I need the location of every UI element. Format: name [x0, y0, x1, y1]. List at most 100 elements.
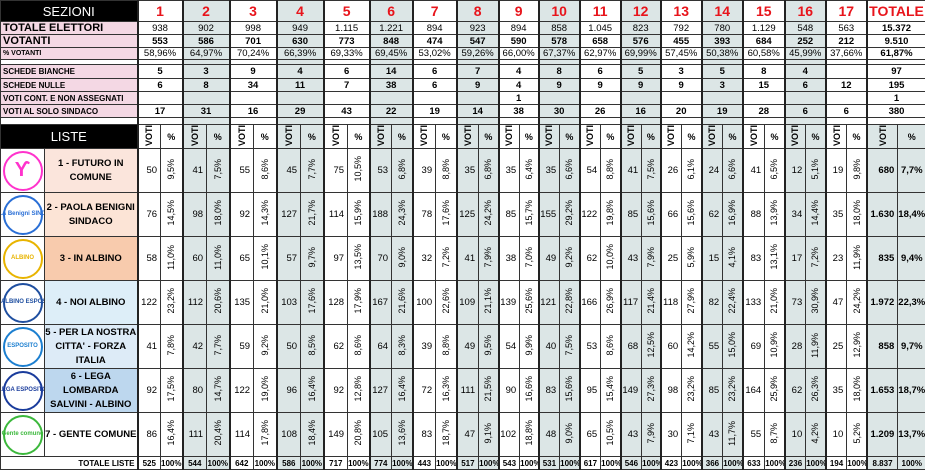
party-votes: 55 [741, 412, 766, 458]
party-pct: 14,7% [206, 368, 231, 414]
total-votes: 236 [783, 456, 807, 471]
party-pct: 11,9% [805, 324, 827, 370]
pct-column-header: % [519, 123, 540, 150]
spacer [368, 117, 414, 125]
party-pct: 23,2% [722, 368, 744, 414]
party-pct-text: 25,6% [523, 288, 534, 314]
party-votes: 149 [619, 368, 643, 414]
party-total-votes: 1.972 [865, 280, 899, 326]
spacer [455, 117, 500, 125]
voti-column-header: VOTI [700, 123, 724, 150]
party-votes: 47 [455, 412, 480, 458]
party-pct: 21,7% [300, 192, 325, 238]
summary-value [700, 91, 744, 105]
summary-value: 553 [136, 34, 184, 48]
total-votes: 423 [659, 456, 683, 471]
party-votes: 82 [700, 280, 724, 326]
party-pct: 7,8% [160, 324, 184, 370]
summary-value: 1.221 [368, 21, 414, 35]
party-pct-text: 21,0% [769, 288, 780, 314]
summary-value [368, 91, 414, 105]
voti-column-header: VOTI [136, 123, 162, 150]
party-pct-text: 25,9% [769, 376, 780, 402]
summary-row: TOTALE ELETTORI 938 902 998 949 1.115 1.221 894… [0, 21, 925, 35]
party-votes: 121 [537, 280, 561, 326]
voti-column-header-text: VOTI [504, 125, 515, 147]
party-votes: 65 [228, 236, 255, 282]
party-votes: 96 [275, 368, 302, 414]
party-pct-text: 23,2% [166, 288, 177, 314]
spacer [865, 117, 925, 125]
summary-value: 50,38% [700, 47, 744, 60]
liste-header: LISTE [0, 123, 139, 150]
summary-value: 6 [411, 78, 458, 92]
party-pct: 13,1% [764, 236, 786, 282]
party-pct: 7,9% [641, 236, 662, 282]
party-pct-text: 16,4% [166, 420, 177, 446]
party-votes: 55 [700, 324, 724, 370]
spacer [619, 117, 662, 125]
party-votes: 78 [411, 192, 437, 238]
summary-value: 67,37% [537, 47, 581, 60]
party-pct: 12,9% [846, 324, 868, 370]
party-pct: 6,5% [764, 148, 786, 194]
party-pct: 18,0% [846, 368, 868, 414]
spacer [322, 117, 371, 125]
pct-column-header: % [435, 123, 458, 150]
summary-value: 393 [700, 34, 744, 48]
party-votes: 42 [181, 324, 208, 370]
party-pct-text: 18,8% [523, 420, 534, 446]
party-pct-text: 16,6% [523, 376, 534, 402]
party-votes: 10 [824, 412, 848, 458]
summary-label: VOTI CONT. E NON ASSEGNATI [0, 91, 139, 105]
summary-value: 12 [824, 78, 868, 92]
pct-column-header: % [846, 123, 868, 150]
summary-value: 29 [275, 104, 325, 118]
party-pct-text: 8,3% [396, 334, 407, 356]
party-pct-text: 15,4% [605, 376, 616, 402]
party-pct: 6,6% [722, 148, 744, 194]
summary-value: 4 [497, 64, 540, 79]
total-pct: 100% [722, 456, 744, 471]
party-votes: 39 [411, 324, 437, 370]
party-pct: 24,2% [478, 192, 500, 238]
party-pct: 21,6% [391, 280, 414, 326]
party-pct: 9,7% [300, 236, 325, 282]
spacer [700, 117, 744, 125]
summary-value: 3 [181, 64, 231, 79]
party-votes: 80 [181, 368, 208, 414]
spacer [411, 117, 458, 125]
total-votes: 366 [700, 456, 724, 471]
party-total-pct: 9,4% [897, 236, 925, 282]
voti-column-header-text: VOTI [626, 125, 637, 147]
party-pct: 18,7% [435, 412, 458, 458]
party-votes: 57 [275, 236, 302, 282]
party-pct-text: 10,1% [259, 244, 270, 270]
party-pct-text: 24,2% [483, 200, 494, 226]
voti-column-header-text: VOTI [707, 125, 718, 147]
section-number: 14 [700, 0, 744, 22]
summary-label: VOTANTI [0, 34, 139, 48]
summary-value: 58,96% [136, 47, 184, 60]
spacer-row [0, 117, 925, 125]
party-pct-text: 9,7% [306, 246, 317, 268]
summary-value: 773 [322, 34, 371, 48]
party-pct-text: 14,3% [259, 200, 270, 226]
party-pct-text: 6,8% [483, 158, 494, 180]
summary-value: 658 [578, 34, 622, 48]
summary-value: 848 [368, 34, 414, 48]
party-votes: 50 [275, 324, 302, 370]
summary-value: 37,66% [824, 47, 868, 60]
summary-value: 3 [659, 64, 703, 79]
party-pct-text: 16,3% [440, 376, 451, 402]
party-logo: Gente comune [0, 412, 45, 458]
party-votes: 127 [368, 368, 393, 414]
summary-value [411, 91, 458, 105]
party-pct: 5,2% [846, 412, 868, 458]
party-pct-text: 20,4% [212, 420, 223, 446]
party-logo: PAOLA Benigni SINDACO [0, 192, 45, 238]
party-votes: 60 [181, 236, 208, 282]
party-votes: 102 [497, 412, 521, 458]
voti-column-header: VOTI [578, 123, 602, 150]
